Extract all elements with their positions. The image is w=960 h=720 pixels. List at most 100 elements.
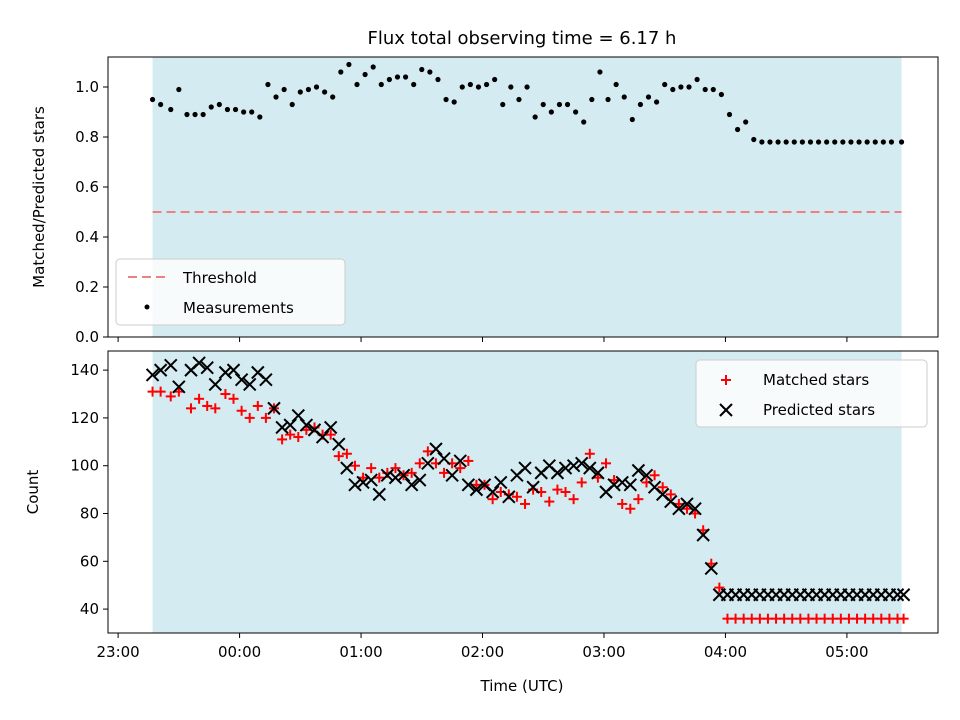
matched-star-point: [649, 470, 660, 481]
measurement-point: [362, 71, 368, 78]
measurement-point: [524, 84, 530, 90]
matched-star-point: [244, 412, 255, 423]
matched-star-point: [210, 403, 221, 414]
measurement-point: [734, 126, 741, 133]
predicted-star-point: [243, 377, 257, 392]
predicted-star-point: [291, 408, 305, 423]
predicted-star-point: [348, 478, 362, 492]
x-tick-label: 03:00: [582, 643, 625, 661]
predicted-star-point: [172, 380, 186, 394]
measurement-point: [629, 116, 635, 123]
predicted-legend-swatch: [719, 403, 733, 417]
measurement-point: [257, 114, 263, 120]
predicted-star-point: [550, 466, 565, 480]
measurement-point: [297, 89, 303, 95]
x-tick-label: 01:00: [339, 643, 382, 661]
measurement-point: [597, 69, 603, 75]
matched-star-point: [690, 508, 701, 519]
bottom-y-tick-label: 80: [80, 505, 99, 523]
matched-star-point: [173, 386, 184, 397]
measurement-point: [581, 119, 587, 125]
measurement-point: [305, 86, 312, 93]
predicted-star-point: [234, 372, 249, 387]
predicted-star-point: [623, 478, 637, 492]
measurement-point: [249, 109, 255, 115]
predicted-star-point: [299, 418, 314, 432]
top-y-tick-label: 0.4: [75, 228, 99, 246]
matched-star-point: [358, 472, 369, 483]
matched-star-point: [576, 477, 587, 488]
top-y-tick-label: 0.8: [75, 128, 99, 146]
top-y-tick-label: 0.0: [75, 328, 99, 346]
measurement-point: [832, 139, 838, 145]
measurement-point: [386, 76, 392, 83]
measurement-point: [637, 101, 644, 108]
measurement-point: [880, 139, 886, 145]
measurement-point: [224, 106, 231, 113]
matched-star-point: [155, 386, 166, 397]
predicted-star-point: [315, 430, 330, 444]
measurement-point: [702, 86, 708, 93]
matched-star-point: [260, 412, 271, 423]
measurement-point: [265, 81, 271, 88]
measurement-point: [864, 139, 870, 145]
matched-star-point: [390, 463, 401, 474]
matched-star-point: [898, 613, 909, 624]
measurement-point: [621, 94, 627, 100]
measurement-point: [378, 81, 384, 88]
measurement-point: [726, 111, 733, 118]
bottom-legend: Matched stars Predicted stars: [695, 359, 928, 428]
matched-star-point: [349, 460, 360, 471]
measurement-point: [451, 99, 457, 105]
matched-star-point: [406, 467, 417, 478]
measurement-point: [840, 139, 846, 145]
measurement-point: [807, 139, 814, 145]
top-y-tick-label: 0.6: [75, 178, 99, 196]
predicted-star-point: [340, 461, 354, 475]
measurement-point: [273, 94, 279, 100]
measurement-point: [678, 84, 684, 90]
matched-star-point: [625, 503, 636, 514]
matched-star-point: [584, 448, 595, 459]
matched-star-point: [568, 494, 579, 505]
top-x-ticks: [117, 337, 848, 342]
measurement-point: [605, 96, 611, 103]
predicted-star-point: [680, 497, 694, 511]
measurement-point: [888, 139, 895, 145]
measurement-point: [613, 81, 619, 88]
measurement-point: [158, 101, 164, 108]
measurement-point: [791, 139, 797, 145]
measurements-legend-swatch: [144, 304, 150, 310]
matched-star-point: [220, 389, 231, 400]
matched-star-point: [252, 400, 263, 411]
measurement-point: [743, 119, 749, 125]
top-y-ticks: 0.0 0.2 0.4 0.6 0.8 1.0: [75, 78, 108, 346]
matched-star-point: [439, 467, 450, 478]
matched-star-point: [333, 451, 344, 462]
measurement-point: [856, 139, 862, 145]
legend-predicted-stars: Predicted stars: [763, 401, 875, 419]
measurement-point: [411, 81, 417, 88]
measurement-point: [483, 81, 490, 88]
matched-star-point: [681, 503, 692, 514]
chart-title: Flux total observing time = 6.17 h: [368, 28, 677, 49]
measurement-point: [475, 84, 482, 90]
measurement-point: [872, 139, 878, 145]
predicted-star-point: [688, 502, 702, 516]
measurement-point: [508, 84, 514, 90]
predicted-star-point: [380, 468, 395, 482]
measurement-point: [338, 69, 344, 75]
measurement-point: [573, 109, 579, 115]
matched-star-point: [165, 391, 176, 402]
measurement-point: [516, 96, 522, 103]
matched-star-point: [301, 424, 312, 435]
bottom-y-tick-label: 120: [70, 409, 99, 427]
measurement-point: [686, 84, 692, 90]
matched-legend-swatch: [721, 375, 731, 385]
measurement-point: [548, 109, 554, 115]
measurement-point: [216, 101, 222, 108]
measurement-point: [184, 111, 190, 118]
measurement-point: [435, 76, 441, 83]
top-legend-box: [115, 258, 346, 326]
x-tick-label: 02:00: [461, 643, 504, 661]
